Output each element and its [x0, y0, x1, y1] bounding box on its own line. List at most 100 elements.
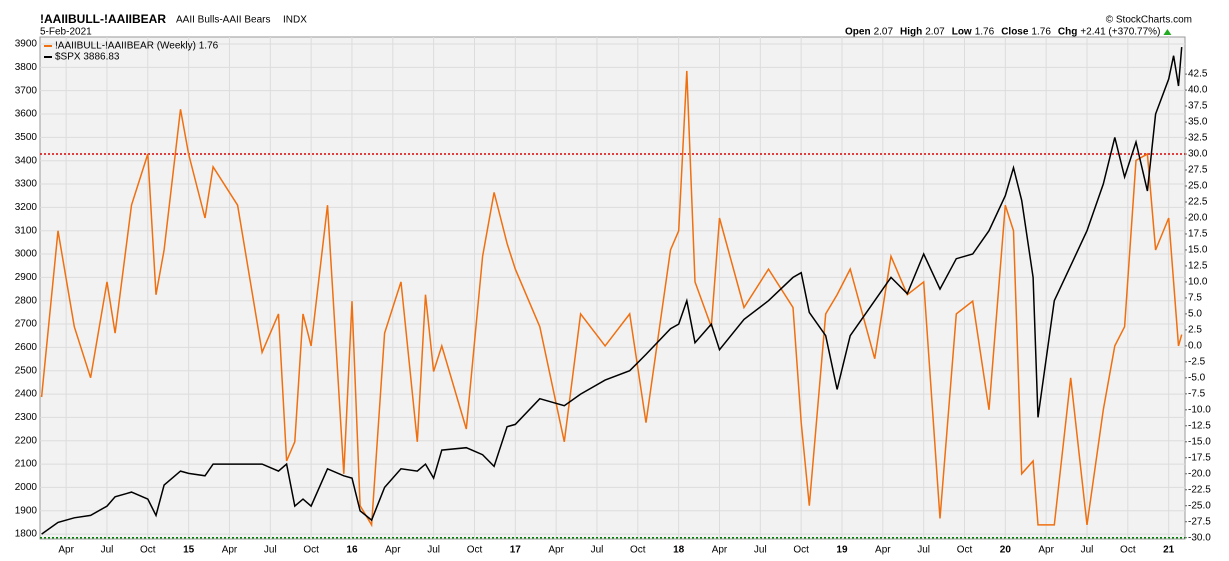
x-tick-label: Apr	[712, 545, 728, 556]
legend-label: !AAIIBULL-!AAIIBEAR (Weekly) 1.76	[55, 41, 219, 52]
y2-tick-label: 7.5	[1188, 293, 1202, 304]
plot-area	[39, 36, 1186, 540]
y2-tick-label: -30.0	[1188, 532, 1211, 543]
x-tick-label: 16	[346, 545, 358, 556]
y2-tick-label: 17.5	[1188, 229, 1208, 240]
x-tick-label: 17	[510, 545, 522, 556]
x-tick-label: Apr	[58, 545, 74, 556]
y2-tick-label: 32.5	[1188, 133, 1208, 144]
quote-value: 1.76	[975, 27, 995, 38]
y-tick-label: 3100	[15, 225, 38, 236]
y2-tick-label: 5.0	[1188, 309, 1202, 320]
x-tick-label: Apr	[222, 545, 238, 556]
x-tick-label: Jul	[101, 545, 114, 556]
y-tick-label: 3700	[15, 85, 38, 96]
y2-tick-label: -20.0	[1188, 468, 1211, 479]
y2-tick-label: 20.0	[1188, 213, 1208, 224]
quote-label: Open	[845, 27, 871, 38]
quote-label: Close	[1001, 27, 1029, 38]
x-tick-label: Jul	[1081, 545, 1094, 556]
x-tick-label: 19	[836, 545, 848, 556]
y-tick-label: 2900	[15, 272, 38, 283]
date: 5-Feb-2021	[40, 27, 92, 38]
y-tick-label: 2400	[15, 389, 38, 400]
x-tick-label: Jul	[591, 545, 604, 556]
quote-label: High	[900, 27, 922, 38]
y2-tick-label: 25.0	[1188, 181, 1208, 192]
x-tick-label: 20	[1000, 545, 1012, 556]
y-tick-label: 2100	[15, 459, 38, 470]
y2-tick-label: -25.0	[1188, 500, 1211, 511]
y2-tick-label: -17.5	[1188, 452, 1211, 463]
y2-tick-label: 0.0	[1188, 341, 1202, 352]
series-line	[41, 47, 1183, 535]
x-tick-label: Oct	[630, 545, 646, 556]
y-tick-label: 2600	[15, 342, 38, 353]
y2-tick-label: 12.5	[1188, 261, 1208, 272]
x-tick-label: Oct	[303, 545, 319, 556]
y2-tick-label: 37.5	[1188, 101, 1208, 112]
y2-tick-label: 42.5	[1188, 69, 1208, 80]
y-tick-label: 3500	[15, 132, 38, 143]
y-tick-label: 2500	[15, 365, 38, 376]
y-tick-label: 3200	[15, 202, 38, 213]
x-tick-label: Oct	[957, 545, 973, 556]
y-tick-label: 3900	[15, 39, 38, 50]
y2-tick-label: 30.0	[1188, 149, 1208, 160]
y-tick-label: 2300	[15, 412, 38, 423]
up-arrow	[1163, 29, 1172, 35]
y2-tick-label: 22.5	[1188, 197, 1208, 208]
x-tick-label: Jul	[754, 545, 767, 556]
y2-tick-label: 2.5	[1188, 325, 1202, 336]
y-tick-label: 3600	[15, 109, 38, 120]
y-tick-label: 2700	[15, 319, 38, 330]
y-tick-label: 1800	[15, 529, 38, 540]
x-tick-label: Apr	[1038, 545, 1054, 556]
subtitle: AAII Bulls-AAII Bears	[176, 15, 270, 26]
x-tick-label: Apr	[385, 545, 401, 556]
y2-tick-label: 27.5	[1188, 165, 1208, 176]
y2-tick-label: 35.0	[1188, 117, 1208, 128]
y-tick-label: 2200	[15, 435, 38, 446]
quote-label: Chg	[1058, 27, 1077, 38]
quote-value: 2.07	[874, 27, 894, 38]
x-tick-label: Oct	[1120, 545, 1136, 556]
quote: Open 2.07 High 2.07 Low 1.76 Close 1.76 Chg +2.41…	[845, 27, 1172, 38]
y2-tick-label: 40.0	[1188, 85, 1208, 96]
quote-label: Low	[952, 27, 972, 38]
y2-tick-label: -15.0	[1188, 436, 1211, 447]
y2-tick-label: -7.5	[1188, 388, 1206, 399]
x-tick-label: 15	[183, 545, 195, 556]
y-tick-label: 2800	[15, 295, 38, 306]
x-tick-label: Jul	[427, 545, 440, 556]
y-tick-label: 3800	[15, 62, 38, 73]
y-tick-label: 3300	[15, 179, 38, 190]
x-tick-label: 21	[1163, 545, 1175, 556]
y2-tick-label: 15.0	[1188, 245, 1208, 256]
quote-value: 1.76	[1031, 27, 1051, 38]
x-tick-label: Oct	[793, 545, 809, 556]
x-tick-label: 18	[673, 545, 685, 556]
series-line	[40, 70, 1183, 528]
x-tick-label: Apr	[548, 545, 564, 556]
x-tick-label: Oct	[467, 545, 483, 556]
y2-tick-label: -5.0	[1188, 372, 1206, 383]
x-tick-label: Apr	[875, 545, 891, 556]
y2-tick-label: 10.0	[1188, 277, 1208, 288]
y2-tick-label: -27.5	[1188, 516, 1211, 527]
x-tick-label: Jul	[917, 545, 930, 556]
y2-tick-label: -10.0	[1188, 404, 1211, 415]
x-tick-label: Oct	[140, 545, 156, 556]
y2-tick-label: -2.5	[1188, 357, 1206, 368]
y-tick-label: 3400	[15, 155, 38, 166]
y-tick-label: 2000	[15, 482, 38, 493]
exchange: INDX	[283, 15, 307, 26]
legend-label: $SPX 3886.83	[55, 52, 120, 63]
source: © StockCharts.com	[1106, 15, 1192, 26]
quote-value: 2.07	[925, 27, 945, 38]
chart-title: !AAIIBULL-!AAIIBEAR	[40, 12, 166, 26]
y-tick-label: 1900	[15, 505, 38, 516]
y2-tick-label: -12.5	[1188, 420, 1211, 431]
y2-tick-label: -22.5	[1188, 484, 1211, 495]
